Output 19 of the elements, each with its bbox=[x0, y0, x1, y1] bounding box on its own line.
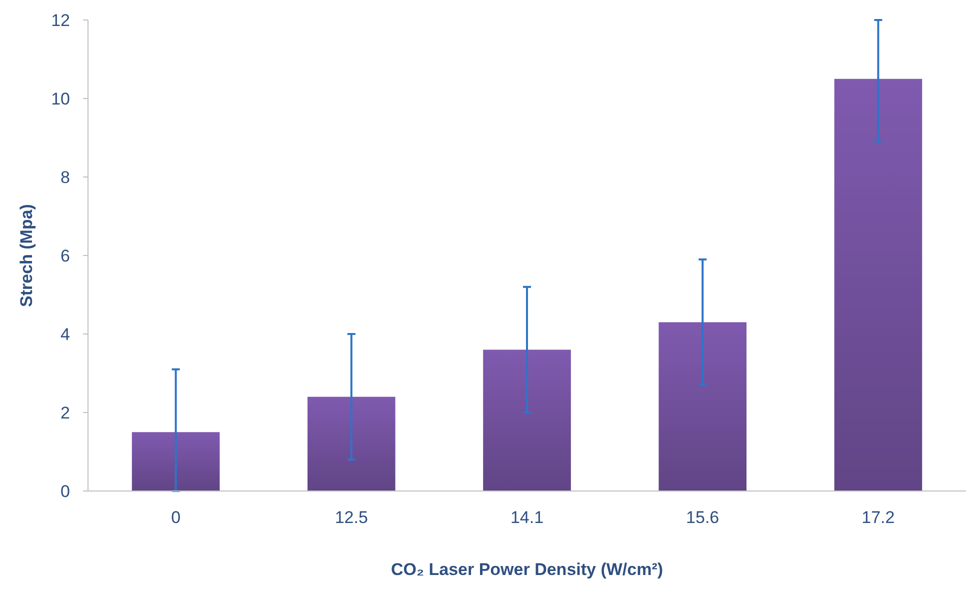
bar bbox=[834, 78, 922, 491]
y-tick-label: 4 bbox=[60, 324, 70, 344]
y-tick-label: 12 bbox=[51, 10, 70, 30]
y-axis-title: Strech (Mpa) bbox=[17, 204, 36, 307]
x-tick-label: 14.1 bbox=[510, 508, 544, 527]
x-tick-label: 0 bbox=[171, 508, 181, 527]
y-tick-label: 8 bbox=[60, 168, 70, 187]
bar bbox=[308, 396, 396, 491]
bar bbox=[132, 432, 220, 491]
x-tick-label: 17.2 bbox=[862, 508, 895, 527]
bar bbox=[658, 322, 746, 491]
y-tick-label: 10 bbox=[51, 89, 70, 108]
x-tick-label: 15.6 bbox=[686, 508, 720, 527]
bar bbox=[483, 350, 571, 491]
x-axis-title: CO₂ Laser Power Density (W/cm²) bbox=[390, 560, 664, 579]
x-tick-label: 12.5 bbox=[334, 508, 368, 527]
y-tick-label: 2 bbox=[60, 403, 70, 422]
y-tick-label: 6 bbox=[60, 246, 70, 266]
y-tick-label: 0 bbox=[60, 482, 70, 501]
